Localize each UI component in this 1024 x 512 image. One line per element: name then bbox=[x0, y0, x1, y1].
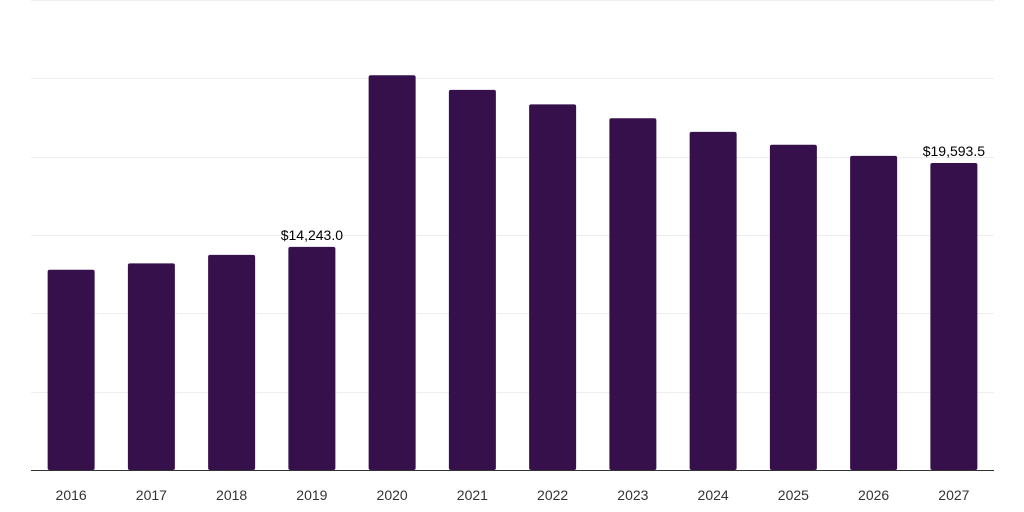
x-tick-label-2023: 2023 bbox=[617, 487, 648, 503]
bar-2024 bbox=[689, 131, 737, 470]
bar-2020 bbox=[368, 75, 416, 470]
x-tick-label-2017: 2017 bbox=[136, 487, 167, 503]
bar-2027 bbox=[930, 163, 978, 471]
grid-lines bbox=[31, 0, 994, 393]
bar-2017 bbox=[127, 263, 175, 470]
x-tick-label-2018: 2018 bbox=[216, 487, 247, 503]
data-label-2027: $19,593.5 bbox=[923, 143, 985, 159]
bar-2026 bbox=[850, 155, 898, 470]
bar-2019 bbox=[288, 246, 336, 470]
x-axis-tick-labels: 2016 2017 2018 2019 2020 2021 2022 2023 2024 2025… bbox=[56, 487, 970, 503]
x-tick-label-2024: 2024 bbox=[698, 487, 729, 503]
x-tick-label-2022: 2022 bbox=[537, 487, 568, 503]
x-tick-label-2019: 2019 bbox=[296, 487, 327, 503]
x-tick-label-2025: 2025 bbox=[778, 487, 809, 503]
bar-2018 bbox=[208, 254, 256, 470]
bar-2025 bbox=[769, 144, 817, 470]
bars bbox=[47, 75, 978, 471]
x-tick-label-2027: 2027 bbox=[938, 487, 969, 503]
x-tick-label-2020: 2020 bbox=[377, 487, 408, 503]
data-label-2019: $14,243.0 bbox=[281, 227, 343, 243]
bar-2021 bbox=[448, 89, 496, 471]
bar-2016 bbox=[47, 269, 95, 470]
bar-2023 bbox=[609, 118, 657, 470]
data-labels: $14,243.0 $19,593.5 bbox=[281, 143, 985, 243]
x-tick-label-2016: 2016 bbox=[56, 487, 87, 503]
x-tick-label-2026: 2026 bbox=[858, 487, 889, 503]
x-tick-label-2021: 2021 bbox=[457, 487, 488, 503]
bar-2022 bbox=[529, 104, 577, 470]
